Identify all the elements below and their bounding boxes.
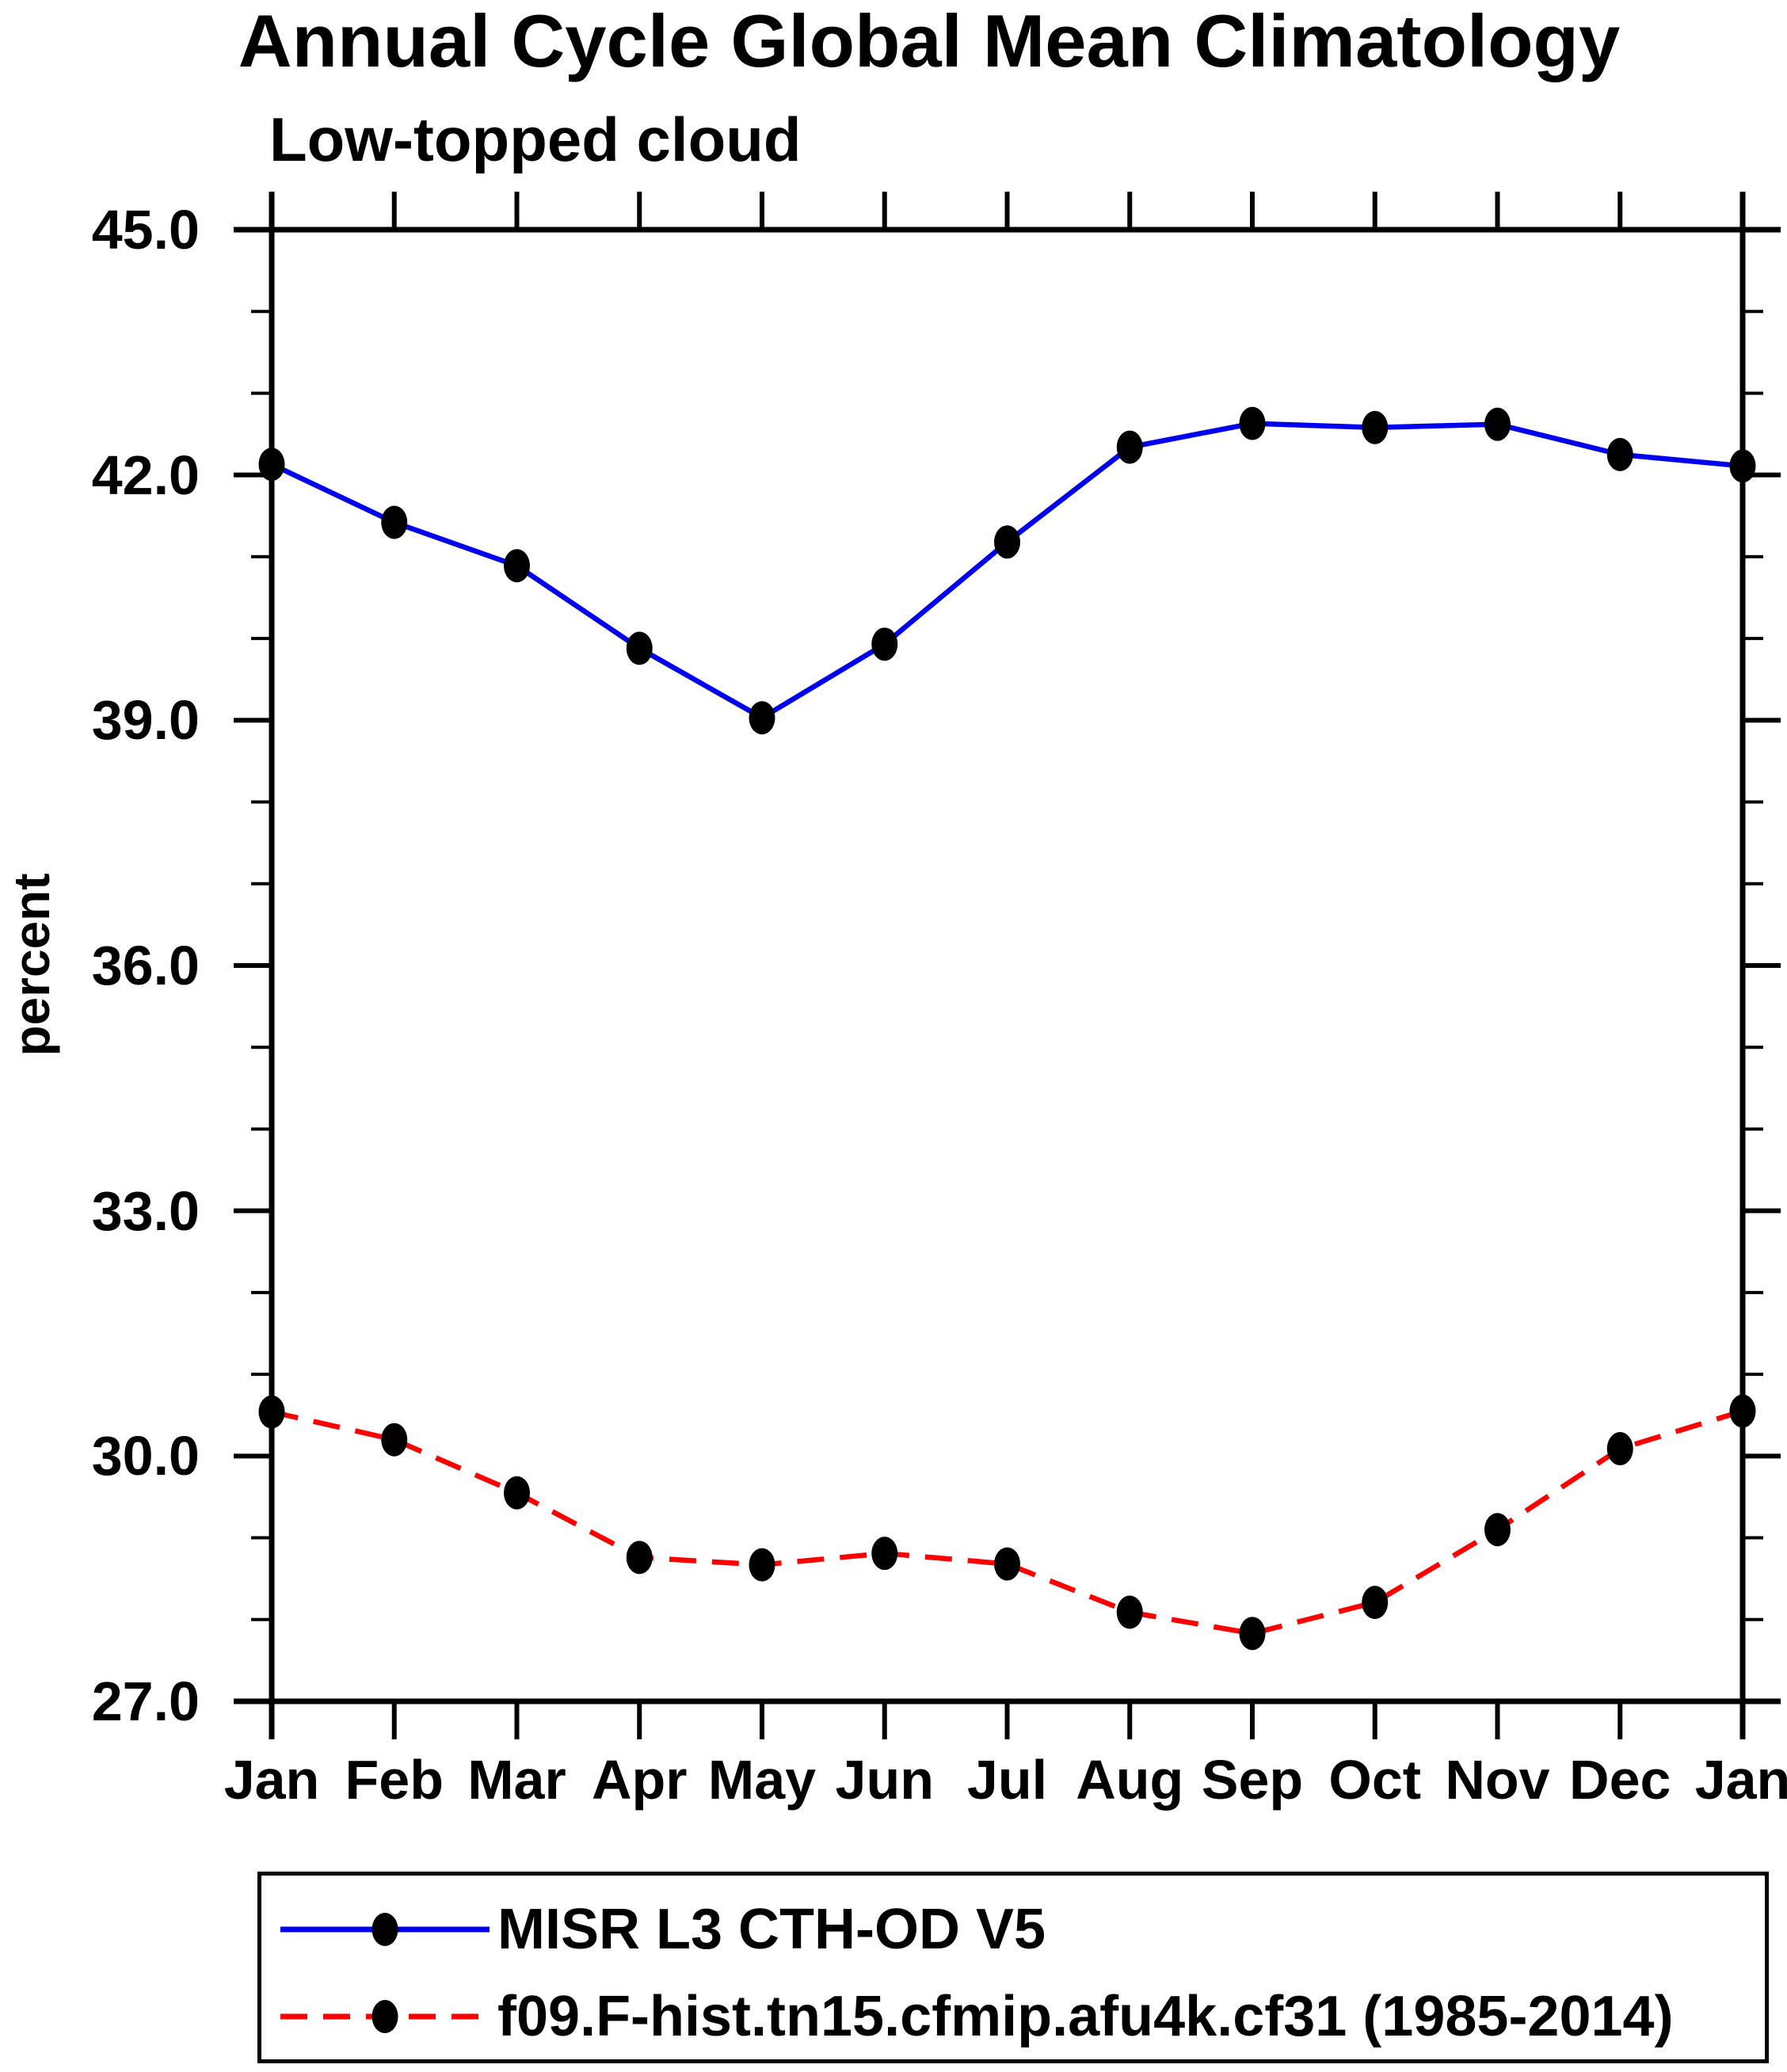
data-point-marker: [1484, 1513, 1511, 1547]
data-point-marker: [994, 1547, 1020, 1581]
x-axis-tick-label: Dec: [1569, 1749, 1671, 1811]
data-point-marker: [1116, 430, 1143, 464]
x-axis-tick-label: May: [707, 1749, 817, 1811]
x-axis-tick-label: Sep: [1201, 1749, 1304, 1811]
data-point-marker: [258, 448, 285, 482]
x-axis-tick-label: Aug: [1076, 1749, 1184, 1811]
series-line-dashed: [271, 1408, 1743, 1636]
data-point-marker: [1239, 1617, 1266, 1651]
x-axis-tick-label: Jun: [835, 1749, 934, 1811]
data-point-marker: [1116, 1595, 1143, 1629]
data-point-marker: [1239, 406, 1266, 440]
legend-key-model: [280, 2000, 490, 2033]
data-point-marker: [381, 1423, 408, 1457]
data-point-marker: [1606, 1432, 1633, 1466]
data-point-marker: [1729, 449, 1756, 483]
legend-key-obs: [280, 1913, 490, 1946]
x-axis-tick-label: Feb: [345, 1749, 444, 1811]
data-point-marker: [1484, 407, 1511, 441]
x-axis-tick-label: Apr: [591, 1749, 688, 1811]
legend-marker-dot: [371, 2000, 398, 2033]
data-point-marker: [1362, 410, 1389, 444]
data-point-marker: [749, 701, 775, 735]
y-axis-tick-label: 30.0: [91, 1425, 200, 1487]
series-line-solid: [270, 421, 1743, 721]
data-point-marker: [626, 631, 653, 665]
legend: MISR L3 CTH-OD V5 f09.F-hist.tn15.cfmip.…: [257, 1872, 1769, 2063]
x-axis-tick-label: Jan: [223, 1749, 320, 1811]
data-point-marker: [1606, 437, 1633, 471]
legend-marker-dot: [371, 1913, 398, 1946]
y-axis-tick-label: 36.0: [91, 935, 200, 996]
chart-title: Annual Cycle Global Mean Climatology: [238, 0, 1621, 82]
data-point-marker: [504, 549, 530, 583]
chart-subtitle: Low-topped cloud: [269, 105, 802, 174]
legend-label-obs: MISR L3 CTH-OD V5: [497, 1898, 1046, 1961]
data-point-marker: [381, 505, 408, 539]
x-axis-tick-label: Oct: [1328, 1749, 1422, 1811]
x-axis-tick-label: Jan: [1694, 1749, 1787, 1811]
data-point-marker: [994, 525, 1020, 559]
y-axis-tick-label: 45.0: [91, 199, 200, 261]
data-point-marker: [1729, 1394, 1756, 1428]
data-point-marker: [871, 627, 898, 661]
x-axis-tick-label: Nov: [1445, 1749, 1550, 1811]
data-point-marker: [258, 1395, 285, 1429]
data-point-marker: [749, 1548, 775, 1582]
data-point-marker: [1362, 1586, 1389, 1620]
y-axis-tick-label: 33.0: [91, 1179, 200, 1242]
data-point-marker: [871, 1537, 898, 1571]
y-axis-tick-label: 42.0: [91, 444, 200, 506]
x-axis-tick-label: Mar: [467, 1749, 566, 1811]
data-point-marker: [626, 1541, 653, 1575]
y-axis-tick-label: 27.0: [91, 1670, 200, 1732]
x-axis-tick-label: Jul: [966, 1749, 1048, 1811]
y-axis-tick-label: 39.0: [91, 689, 200, 752]
data-point-marker: [504, 1476, 530, 1510]
legend-label-model: f09.F-hist.tn15.cfmip.afu4k.cf31 (1985-2…: [497, 1985, 1674, 2048]
